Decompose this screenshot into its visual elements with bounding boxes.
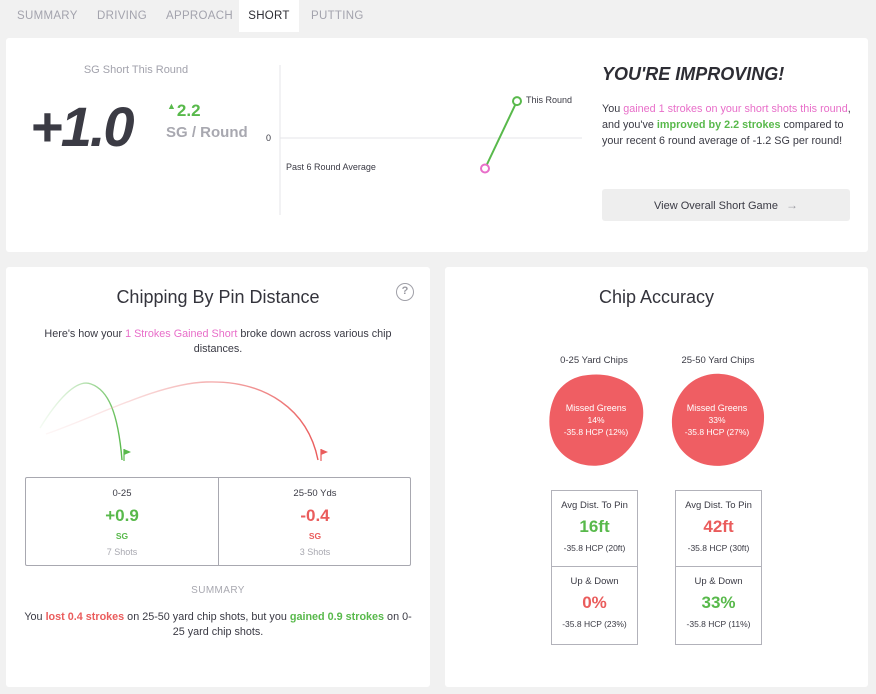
distance-column-0-25: 0-25 +0.9 SG 7 Shots bbox=[26, 478, 218, 565]
message-text: compared to your recent 6 round average … bbox=[602, 119, 844, 147]
trend-chart bbox=[279, 65, 582, 215]
chip-accuracy-title: Chip Accuracy bbox=[598, 287, 715, 307]
stat-hcp: -35.8 HCP (23%) bbox=[562, 619, 627, 629]
this-round-point bbox=[512, 96, 522, 107]
chip-accuracy-card bbox=[445, 267, 868, 687]
sg-short-value: +1.0 bbox=[30, 95, 135, 158]
sg-short-label: SG Short This Round bbox=[83, 64, 189, 76]
help-icon[interactable]: ? bbox=[396, 283, 414, 301]
sg-delta-value: 2.2 bbox=[176, 101, 201, 120]
tab-summary[interactable]: SUMMARY bbox=[17, 10, 78, 22]
message-text: , and you've bbox=[602, 103, 851, 131]
summary-gained-highlight: gained 0.9 strokes bbox=[289, 611, 385, 623]
improving-headline: YOU'RE IMPROVING! bbox=[602, 64, 785, 84]
missed-greens-text: Missed Greens 14% -35.8 HCP (12%) bbox=[548, 373, 644, 467]
chipping-title: Chipping By Pin Distance bbox=[116, 287, 320, 307]
stat-value: 0% bbox=[582, 593, 607, 612]
column-divider bbox=[218, 478, 219, 565]
chart-zero-tick: 0 bbox=[266, 133, 272, 143]
blob-hcp: -35.8 HCP (27%) bbox=[684, 427, 750, 437]
message-text: You bbox=[602, 103, 624, 115]
improving-message: You gained 1 strokes on your short shots… bbox=[602, 101, 852, 149]
summary-plain: on 25-50 yard chip shots, but you bbox=[124, 611, 290, 623]
stat-value: 42ft bbox=[703, 517, 734, 536]
sg-delta: ▲2.2 bbox=[167, 101, 201, 121]
stat-hcp: -35.8 HCP (30ft) bbox=[687, 543, 750, 553]
stat-label: Avg Dist. To Pin bbox=[561, 500, 628, 511]
blob-title: Missed Greens bbox=[686, 403, 748, 413]
stat-label: Avg Dist. To Pin bbox=[685, 500, 752, 511]
chip-distance-breakdown: 0-25 +0.9 SG 7 Shots 25-50 Yds -0.4 SG 3… bbox=[25, 477, 411, 566]
stat-value: 16ft bbox=[579, 517, 610, 536]
long-chip-arc bbox=[45, 381, 319, 461]
tab-short[interactable]: SHORT bbox=[239, 0, 299, 32]
distance-label: 25-50 Yds bbox=[293, 488, 337, 499]
intro-text: broke down across various chip distances… bbox=[193, 328, 392, 355]
message-improved-highlight: improved by 2.2 strokes bbox=[656, 119, 781, 131]
missed-greens-blob bbox=[671, 373, 765, 466]
intro-highlight: 1 Strokes Gained Short bbox=[125, 328, 238, 340]
average-point bbox=[480, 163, 490, 174]
green-flag-icon bbox=[123, 449, 131, 461]
stat-value: 33% bbox=[701, 593, 736, 612]
distance-sg-value: -0.4 bbox=[300, 506, 330, 525]
summary-plain: on 0-25 yard chip shots. bbox=[172, 611, 412, 638]
red-flag-icon bbox=[320, 449, 328, 461]
stat-hcp: -35.8 HCP (11%) bbox=[686, 619, 751, 629]
distance-shots: 7 Shots bbox=[106, 547, 138, 557]
arrow-right-icon: → bbox=[785, 198, 798, 212]
up-and-down-box: Up & Down 0% -35.8 HCP (23%) bbox=[551, 566, 638, 645]
tab-bar: SUMMARY DRIVING APPROACH SHORT PUTTING bbox=[0, 0, 876, 32]
accuracy-column-title: 25-50 Yard Chips bbox=[681, 355, 755, 366]
chipping-intro: Here's how your 1 Strokes Gained Short b… bbox=[34, 327, 402, 357]
sg-unit-label: SG / Round bbox=[166, 124, 248, 141]
view-overall-short-game-button[interactable]: View Overall Short Game → bbox=[602, 189, 850, 221]
distance-column-25-50: 25-50 Yds -0.4 SG 3 Shots bbox=[219, 478, 411, 565]
past-average-label: Past 6 Round Average bbox=[286, 162, 376, 172]
tab-driving[interactable]: DRIVING bbox=[97, 10, 148, 22]
blob-title: Missed Greens bbox=[565, 403, 627, 413]
intro-text: Here's how your bbox=[44, 328, 126, 340]
summary-plain: You bbox=[24, 611, 46, 623]
view-button-label: View Overall Short Game bbox=[654, 200, 778, 212]
missed-greens-blob bbox=[549, 374, 644, 466]
missed-greens-badge: Missed Greens 14% -35.8 HCP (12%) bbox=[548, 373, 644, 467]
tab-approach[interactable]: APPROACH bbox=[166, 10, 233, 22]
blob-percent: 33% bbox=[708, 415, 726, 425]
missed-greens-text: Missed Greens 33% -35.8 HCP (27%) bbox=[669, 373, 765, 467]
tab-putting[interactable]: PUTTING bbox=[311, 10, 364, 22]
trend-line bbox=[484, 100, 518, 169]
accuracy-column-title: 0-25 Yard Chips bbox=[560, 355, 628, 366]
up-arrow-icon: ▲ bbox=[167, 101, 176, 111]
blob-hcp: -35.8 HCP (12%) bbox=[563, 427, 629, 437]
message-gained-highlight: gained 1 strokes on your short shots thi… bbox=[623, 103, 848, 115]
blob-percent: 14% bbox=[587, 415, 605, 425]
avg-dist-to-pin-box: Avg Dist. To Pin 16ft -35.8 HCP (20ft) bbox=[551, 490, 638, 567]
stat-hcp: -35.8 HCP (20ft) bbox=[563, 543, 626, 553]
summary-label: SUMMARY bbox=[191, 585, 245, 596]
chip-trajectory-illustration bbox=[39, 381, 328, 461]
distance-sg-unit: SG bbox=[115, 531, 129, 541]
this-round-label: This Round bbox=[526, 95, 573, 105]
distance-shots: 3 Shots bbox=[299, 547, 331, 557]
distance-sg-unit: SG bbox=[308, 531, 322, 541]
summary-lost-highlight: lost 0.4 strokes bbox=[45, 611, 125, 623]
distance-label: 0-25 bbox=[112, 488, 132, 499]
missed-greens-badge: Missed Greens 33% -35.8 HCP (27%) bbox=[669, 373, 765, 467]
stat-label: Up & Down bbox=[694, 576, 743, 587]
distance-sg-value: +0.9 bbox=[105, 506, 139, 525]
up-and-down-box: Up & Down 33% -35.8 HCP (11%) bbox=[675, 566, 762, 645]
summary-text: You lost 0.4 strokes on 25-50 yard chip … bbox=[22, 610, 414, 640]
short-chip-arc bbox=[39, 382, 123, 461]
stat-label: Up & Down bbox=[570, 576, 619, 587]
avg-dist-to-pin-box: Avg Dist. To Pin 42ft -35.8 HCP (30ft) bbox=[675, 490, 762, 567]
